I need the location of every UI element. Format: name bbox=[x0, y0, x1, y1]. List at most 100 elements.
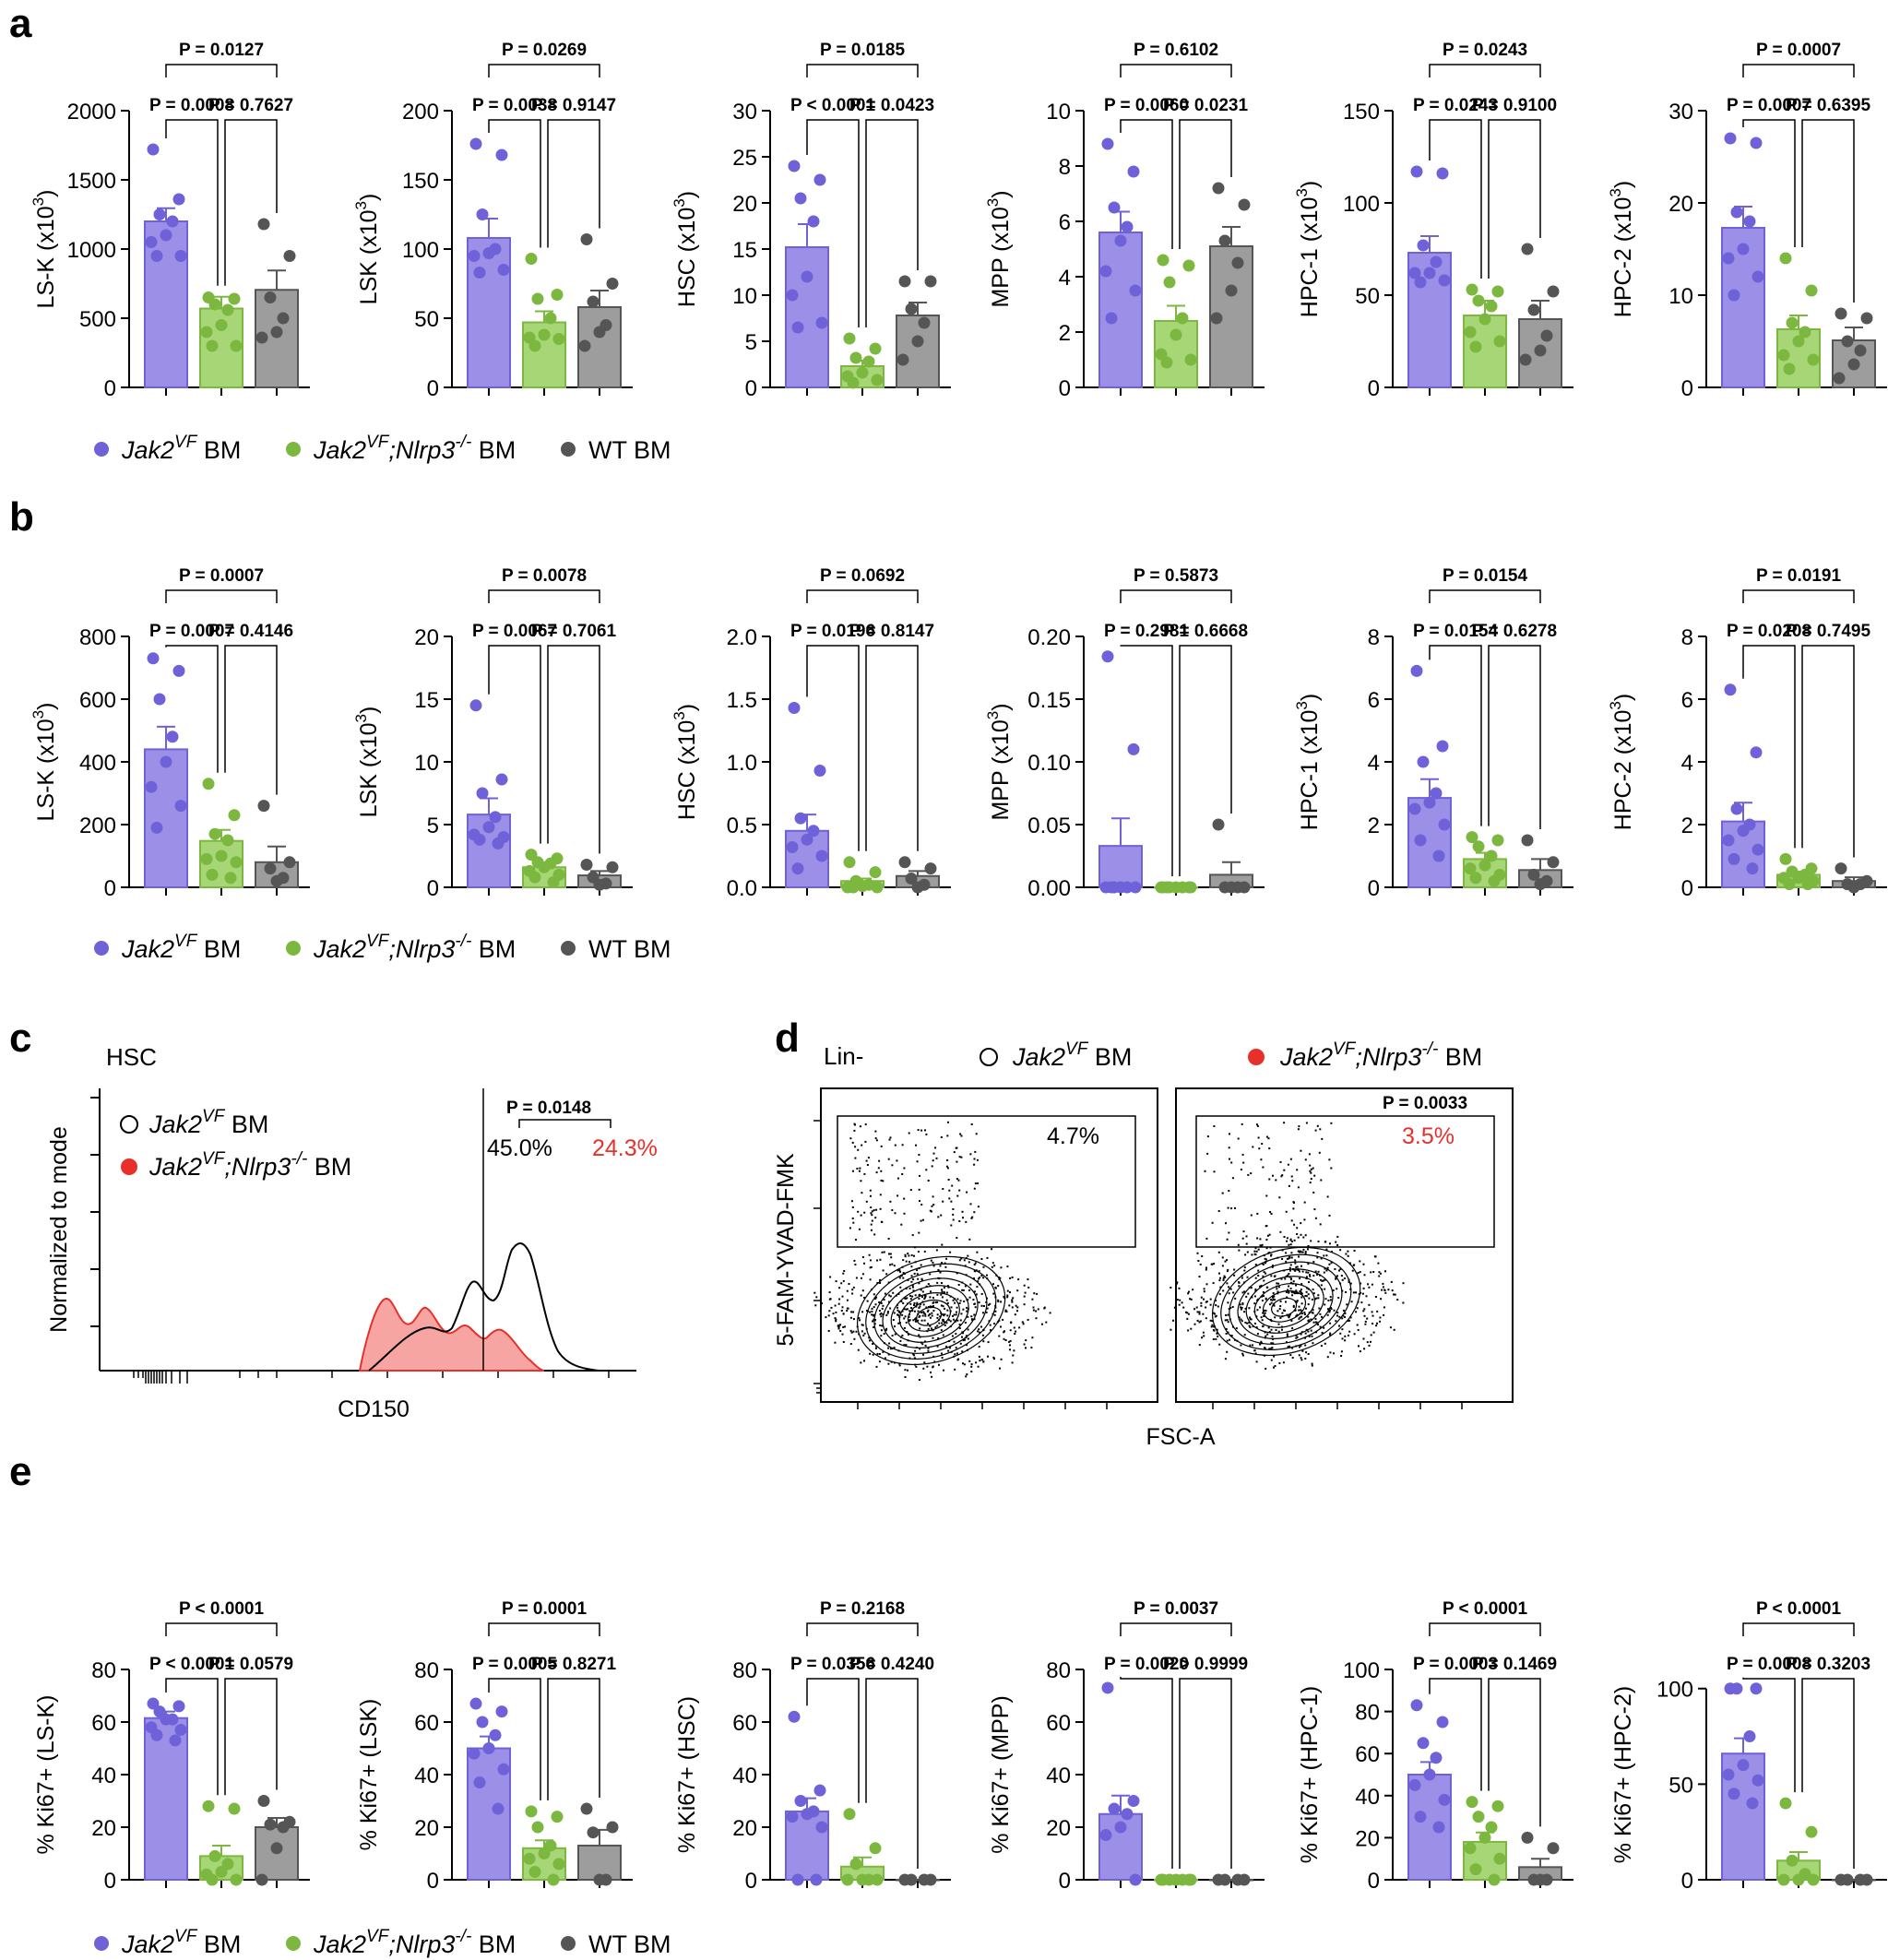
event-dot bbox=[1269, 1211, 1272, 1213]
event-dot bbox=[1309, 1164, 1312, 1167]
event-dot bbox=[969, 1203, 972, 1206]
event-dot bbox=[1331, 1251, 1333, 1253]
event-dot bbox=[1246, 1276, 1249, 1278]
event-dot bbox=[1360, 1282, 1362, 1285]
event-dot bbox=[839, 1330, 842, 1332]
event-dot bbox=[1289, 1238, 1292, 1241]
event-dot bbox=[887, 1362, 890, 1365]
data-point bbox=[1101, 1681, 1114, 1694]
event-dot bbox=[1292, 1304, 1295, 1307]
event-dot bbox=[1370, 1334, 1372, 1336]
event-dot bbox=[879, 1194, 882, 1196]
event-dot bbox=[1173, 1306, 1176, 1309]
event-dot bbox=[904, 1253, 907, 1256]
event-dot bbox=[1027, 1318, 1029, 1321]
event-dot bbox=[1009, 1344, 1011, 1347]
flow-plot-nlrp3-ko bbox=[1175, 1087, 1514, 1403]
panel-label-c: c bbox=[9, 1016, 31, 1061]
data-point bbox=[593, 326, 606, 339]
event-dot bbox=[1006, 1265, 1009, 1268]
contour-line bbox=[1237, 1268, 1334, 1339]
event-dot bbox=[1287, 1289, 1289, 1291]
event-dot bbox=[924, 1314, 927, 1317]
event-dot bbox=[1270, 1253, 1273, 1256]
event-dot bbox=[997, 1285, 1000, 1288]
event-dot bbox=[1323, 1326, 1325, 1329]
event-dot bbox=[1300, 1357, 1302, 1360]
event-dot bbox=[1216, 1328, 1218, 1331]
event-dot bbox=[1259, 1306, 1261, 1309]
pval-1v3-bracket bbox=[1429, 64, 1541, 77]
event-dot bbox=[913, 1310, 916, 1313]
event-dot bbox=[911, 1295, 914, 1298]
y-tick-label: 200 bbox=[79, 814, 116, 838]
event-dot bbox=[1233, 1274, 1236, 1277]
event-dot bbox=[945, 1322, 948, 1324]
event-dot bbox=[1305, 1328, 1308, 1331]
event-dot bbox=[931, 1312, 933, 1314]
data-point bbox=[791, 862, 804, 875]
event-dot bbox=[1235, 1327, 1238, 1330]
data-point bbox=[1737, 825, 1750, 837]
pval-1v3-label: P = 0.0007 bbox=[179, 566, 264, 586]
data-point bbox=[1485, 300, 1498, 313]
event-dot bbox=[1265, 1335, 1267, 1337]
event-dot bbox=[1332, 1289, 1335, 1291]
data-point bbox=[1792, 872, 1805, 885]
event-dot bbox=[1253, 1322, 1256, 1324]
event-dot bbox=[1196, 1252, 1199, 1254]
event-dot bbox=[1272, 1296, 1274, 1299]
data-point bbox=[1464, 862, 1477, 875]
event-dot bbox=[1350, 1301, 1353, 1303]
event-dot bbox=[909, 1294, 911, 1297]
pval-1v3-bracket bbox=[165, 1622, 278, 1636]
event-dot bbox=[966, 1191, 968, 1194]
event-dot bbox=[1300, 1310, 1303, 1313]
event-dot bbox=[885, 1327, 888, 1330]
event-dot bbox=[1329, 1296, 1332, 1299]
event-dot bbox=[878, 1159, 881, 1162]
data-point bbox=[224, 872, 237, 885]
pval-2v3-bracket bbox=[1488, 645, 1541, 829]
event-dot bbox=[944, 1291, 945, 1294]
event-dot bbox=[1013, 1326, 1015, 1329]
event-dot bbox=[980, 1325, 982, 1328]
data-point bbox=[1414, 276, 1427, 289]
event-dot bbox=[1219, 1277, 1221, 1279]
data-point bbox=[1534, 344, 1547, 357]
event-dot bbox=[857, 1148, 860, 1151]
data-point bbox=[1779, 252, 1792, 265]
event-dot bbox=[882, 1350, 885, 1353]
pval-2v3-bracket bbox=[1179, 1678, 1232, 1869]
event-dot bbox=[958, 1324, 961, 1326]
event-dot bbox=[1238, 1316, 1241, 1319]
event-dot bbox=[1297, 1128, 1300, 1131]
event-dot bbox=[1355, 1311, 1358, 1313]
event-dot bbox=[1213, 1170, 1216, 1173]
event-dot bbox=[898, 1364, 901, 1367]
event-dot bbox=[1222, 1277, 1225, 1279]
event-dot bbox=[882, 1304, 885, 1307]
event-dot bbox=[1017, 1278, 1020, 1281]
event-dot bbox=[1186, 1312, 1189, 1314]
event-dot bbox=[1270, 1299, 1273, 1301]
event-dot bbox=[1241, 1277, 1243, 1279]
y-tick-label: 30 bbox=[732, 100, 757, 125]
event-dot bbox=[978, 1346, 980, 1348]
event-dot bbox=[947, 1179, 950, 1181]
event-dot bbox=[1035, 1317, 1038, 1320]
event-dot bbox=[909, 1189, 912, 1192]
event-dot bbox=[1190, 1298, 1193, 1301]
panel-d-legend-jak2vf: Jak2VF BM bbox=[1012, 1039, 1132, 1071]
event-dot bbox=[1218, 1293, 1221, 1296]
event-dot bbox=[1326, 1313, 1329, 1316]
event-dot bbox=[1269, 1303, 1272, 1306]
data-point bbox=[257, 218, 270, 231]
pval-1v2-label: P = 0.0196 bbox=[790, 622, 875, 641]
event-dot bbox=[977, 1280, 980, 1283]
event-dot bbox=[1285, 1291, 1288, 1293]
event-dot bbox=[901, 1173, 904, 1175]
event-dot bbox=[973, 1211, 976, 1214]
event-dot bbox=[1280, 1175, 1283, 1178]
event-dot bbox=[866, 1164, 869, 1166]
